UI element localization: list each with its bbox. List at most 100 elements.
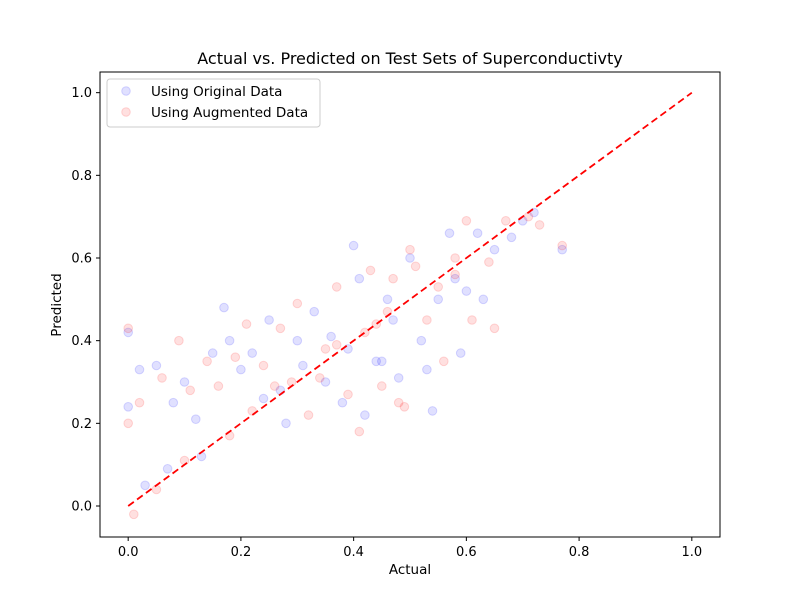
scatter-point <box>241 319 252 329</box>
chart-title: Actual vs. Predicted on Test Sets of Sup… <box>197 49 622 68</box>
scatter-point <box>134 364 145 375</box>
scatter-point <box>123 323 133 334</box>
scatter-point <box>467 315 477 325</box>
scatter-point <box>151 484 162 495</box>
scatter-point <box>405 253 415 263</box>
scatter-point <box>162 464 173 474</box>
scatter-point <box>534 220 545 230</box>
scatter-point <box>377 356 387 367</box>
x-tick-label: 0.0 <box>118 545 139 560</box>
scatter-point <box>354 426 365 437</box>
y-axis: 0.0 0.2 0.4 0.6 0.8 1.0 <box>71 86 100 515</box>
scatter-point <box>461 216 472 226</box>
scatter-point <box>439 356 449 367</box>
scatter-point <box>382 294 393 305</box>
scatter-point <box>134 397 145 408</box>
x-axis-label: Actual <box>389 562 431 578</box>
x-tick-label: 0.8 <box>569 545 590 560</box>
y-tick-label: 1.0 <box>71 86 92 101</box>
scatter-point <box>207 348 218 358</box>
scatter-point <box>343 389 353 400</box>
scatter-point <box>433 294 444 305</box>
scatter-point <box>174 335 184 346</box>
reference-line <box>127 91 693 507</box>
scatter-point <box>179 377 190 387</box>
scatter-point <box>501 216 511 226</box>
axes-frame <box>99 71 721 538</box>
scatter-point <box>393 397 404 408</box>
scatter-point <box>196 451 207 462</box>
scatter-point <box>123 327 133 338</box>
scatter-point <box>123 402 133 412</box>
scatter-point <box>230 352 241 363</box>
scatter-point <box>292 298 303 309</box>
scatter-point <box>444 228 455 238</box>
scatter-point <box>360 410 370 420</box>
scatter-point <box>433 282 444 292</box>
x-tick-label: 0.6 <box>456 545 477 560</box>
scatter-point <box>557 240 568 251</box>
scatter-point <box>281 418 291 429</box>
scatter-point <box>320 344 331 354</box>
scatter-point <box>365 265 376 276</box>
scatter-point <box>292 335 303 346</box>
scatter-point <box>309 306 320 317</box>
scatter-point <box>202 356 212 367</box>
scatter-point <box>129 509 139 520</box>
scatter-point <box>416 335 427 346</box>
series-2 <box>123 211 568 520</box>
scatter-point <box>275 323 286 334</box>
scatter-point <box>422 364 432 375</box>
scatter-point <box>326 331 336 342</box>
scatter-point <box>320 377 331 387</box>
x-tick-label: 0.4 <box>343 545 364 560</box>
scatter-point <box>422 315 432 325</box>
legend-box <box>106 78 321 128</box>
y-axis-label: Predicted <box>49 273 65 336</box>
scatter-point <box>371 356 382 367</box>
scatter-point <box>450 253 460 263</box>
legend-label: Using Original Data <box>151 84 282 100</box>
scatter-point <box>331 340 342 350</box>
scatter-point <box>388 273 398 284</box>
scatter-point <box>388 315 398 325</box>
y-tick-label: 0.0 <box>71 500 92 515</box>
y-tick-label: 0.2 <box>71 417 92 432</box>
scatter-point <box>348 240 359 251</box>
scatter-point <box>264 315 274 325</box>
scatter-point <box>123 418 133 429</box>
series-1 <box>123 207 568 491</box>
legend-marker <box>121 107 131 117</box>
y-tick-label: 0.6 <box>71 252 92 267</box>
scatter-point <box>286 377 297 387</box>
scatter-point <box>399 402 410 412</box>
scatter-point <box>455 348 466 358</box>
scatter-point <box>523 211 534 222</box>
plot-area <box>123 91 693 520</box>
x-tick-label: 1.0 <box>681 545 702 560</box>
scatter-point <box>315 373 325 383</box>
scatter-point <box>168 397 179 408</box>
legend: Using Original Data Using Augmented Data <box>106 78 321 128</box>
x-tick-label: 0.2 <box>231 545 252 560</box>
scatter-point <box>224 335 235 346</box>
legend-marker <box>121 86 131 96</box>
scatter-point <box>303 410 314 420</box>
scatter-point <box>450 269 460 280</box>
scatter-point <box>393 373 404 383</box>
scatter-point <box>377 381 387 391</box>
scatter-point <box>354 273 365 284</box>
scatter-point <box>298 360 308 371</box>
scatter-point <box>191 414 201 425</box>
scatter-point <box>489 244 500 255</box>
scatter-point <box>269 381 280 391</box>
x-axis: 0.0 0.2 0.4 0.6 0.8 1.0 <box>118 537 702 560</box>
scatter-point <box>478 294 489 305</box>
scatter-point <box>151 360 162 371</box>
scatter-point <box>427 406 438 416</box>
scatter-point <box>343 344 353 354</box>
scatter-point <box>450 273 460 284</box>
legend-label: Using Augmented Data <box>151 105 308 121</box>
scatter-point <box>337 397 348 408</box>
